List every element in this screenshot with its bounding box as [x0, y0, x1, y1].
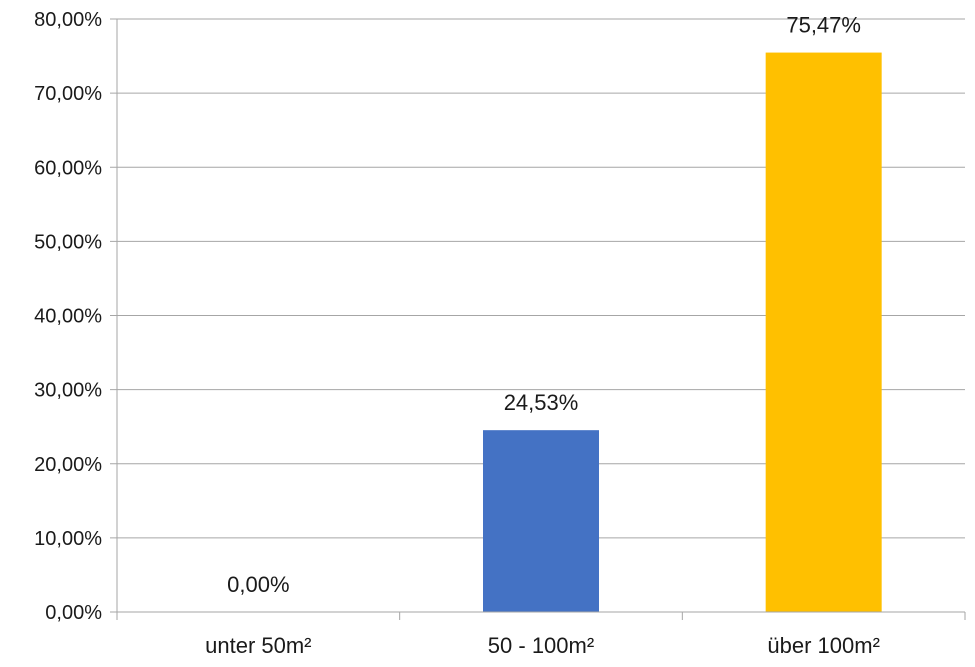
bar [765, 52, 882, 613]
data-label: 75,47% [786, 13, 861, 38]
x-tick-label: 50 - 100m² [488, 633, 594, 658]
y-tick-label: 40,00% [34, 306, 102, 328]
axes [110, 18, 966, 620]
y-tick-label: 70,00% [34, 83, 102, 105]
y-tick-label: 20,00% [34, 454, 102, 476]
data-label: 24,53% [504, 390, 579, 415]
bars [483, 52, 882, 613]
x-tick-label: über 100m² [767, 633, 880, 658]
x-tick-label: unter 50m² [205, 633, 311, 658]
data-label: 0,00% [227, 572, 289, 597]
x-axis-tick-labels: unter 50m² 50 - 100m² über 100m² [205, 633, 880, 658]
data-labels: 0,00% 24,53% 75,47% [227, 13, 861, 597]
y-tick-label: 60,00% [34, 157, 102, 179]
y-axis-tick-labels: 0,00% 10,00% 20,00% 30,00% 40,00% 50,00% 60,00… [34, 9, 102, 624]
y-tick-label: 80,00% [34, 9, 102, 31]
y-tick-label: 50,00% [34, 231, 102, 253]
bar [483, 430, 599, 612]
gridlines [117, 18, 965, 539]
y-tick-label: 10,00% [34, 528, 102, 550]
y-tick-label: 0,00% [45, 602, 102, 624]
y-tick-label: 30,00% [34, 380, 102, 402]
